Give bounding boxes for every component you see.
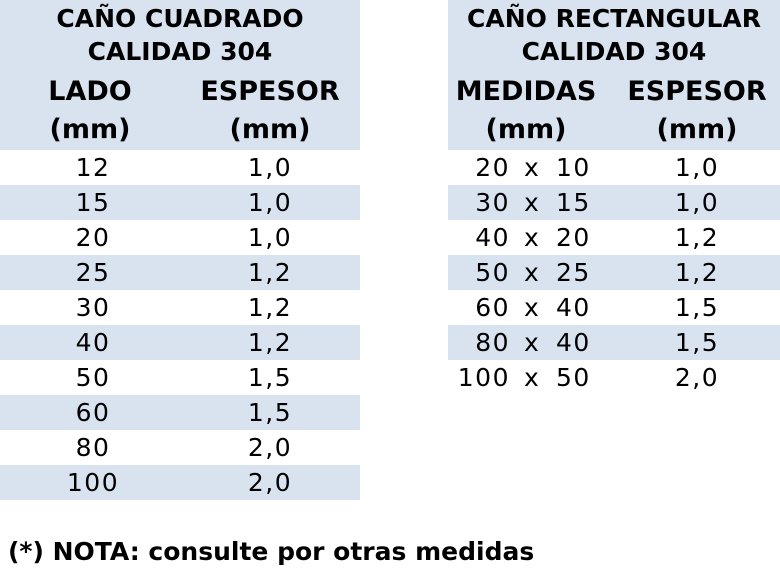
lado-cell: 15 bbox=[75, 188, 111, 217]
medida-a-cell: 50 bbox=[475, 258, 510, 287]
square-col-espesor-unit: (mm) bbox=[229, 114, 311, 145]
table-row: 100 2,0 bbox=[0, 465, 360, 500]
table-row: 20 x 10 1,0 bbox=[448, 150, 780, 185]
medida-a-cell: 20 bbox=[475, 153, 510, 182]
medida-a-cell: 100 bbox=[457, 363, 510, 392]
medida-x-cell: x bbox=[524, 258, 541, 287]
medida-a-cell: 40 bbox=[475, 223, 510, 252]
rectangular-table-header: CAÑO RECTANGULAR CALIDAD 304 MEDIDAS (mm… bbox=[448, 0, 780, 150]
medida-x-cell: x bbox=[524, 363, 541, 392]
medida-a-cell: 80 bbox=[475, 328, 510, 357]
lado-cell: 50 bbox=[75, 363, 111, 392]
espesor-cell: 1,0 bbox=[674, 153, 720, 182]
rectangular-title: CAÑO RECTANGULAR bbox=[467, 4, 761, 33]
table-row: 80 x 40 1,5 bbox=[448, 325, 780, 360]
lado-cell: 20 bbox=[75, 223, 111, 252]
medida-x-cell: x bbox=[524, 153, 541, 182]
espesor-cell: 2,0 bbox=[674, 363, 720, 392]
rect-col-espesor-header: ESPESOR bbox=[627, 76, 767, 107]
espesor-cell: 2,0 bbox=[247, 468, 293, 497]
table-row: 100 x 50 2,0 bbox=[448, 360, 780, 395]
square-table-body: 12 1,0 15 1,0 20 1,0 25 1,2 30 1,2 40 1,2 50 1,… bbox=[0, 150, 360, 500]
medida-b-cell: 10 bbox=[556, 153, 591, 182]
footnote: (*) NOTA: consulte por otras medidas bbox=[8, 537, 535, 566]
medida-x-cell: x bbox=[524, 223, 541, 252]
espesor-cell: 1,5 bbox=[674, 328, 720, 357]
table-row: 50 x 25 1,2 bbox=[448, 255, 780, 290]
table-row: 60 1,5 bbox=[0, 395, 360, 430]
espesor-cell: 1,5 bbox=[247, 363, 293, 392]
espesor-cell: 1,0 bbox=[247, 223, 293, 252]
table-row: 40 x 20 1,2 bbox=[448, 220, 780, 255]
rect-col-medidas-header: MEDIDAS bbox=[455, 76, 597, 107]
lado-cell: 60 bbox=[75, 398, 111, 427]
espesor-cell: 1,0 bbox=[674, 188, 720, 217]
table-row: 15 1,0 bbox=[0, 185, 360, 220]
espesor-cell: 1,2 bbox=[674, 258, 720, 287]
table-row: 12 1,0 bbox=[0, 150, 360, 185]
medida-x-cell: x bbox=[524, 293, 541, 322]
espesor-cell: 1,0 bbox=[247, 153, 293, 182]
espesor-cell: 1,5 bbox=[674, 293, 720, 322]
square-col-lado-unit: (mm) bbox=[49, 114, 131, 145]
medida-b-cell: 50 bbox=[556, 363, 591, 392]
lado-cell: 100 bbox=[66, 468, 120, 497]
espesor-cell: 2,0 bbox=[247, 433, 293, 462]
lado-cell: 25 bbox=[75, 258, 111, 287]
square-quality: CALIDAD 304 bbox=[87, 37, 273, 66]
espesor-cell: 1,2 bbox=[247, 258, 293, 287]
espesor-cell: 1,2 bbox=[674, 223, 720, 252]
medida-x-cell: x bbox=[524, 188, 541, 217]
square-col-lado-header: LADO bbox=[48, 76, 132, 107]
espesor-cell: 1,2 bbox=[247, 328, 293, 357]
rect-col-medidas-unit: (mm) bbox=[485, 114, 567, 145]
medida-b-cell: 40 bbox=[556, 328, 591, 357]
lado-cell: 80 bbox=[75, 433, 111, 462]
lado-cell: 40 bbox=[75, 328, 111, 357]
table-row: 30 x 15 1,0 bbox=[448, 185, 780, 220]
espesor-cell: 1,0 bbox=[247, 188, 293, 217]
table-row: 60 x 40 1,5 bbox=[448, 290, 780, 325]
square-table-header: CAÑO CUADRADO CALIDAD 304 LADO (mm) ESPE… bbox=[0, 0, 360, 150]
lado-cell: 12 bbox=[75, 153, 111, 182]
square-title: CAÑO CUADRADO bbox=[56, 4, 304, 33]
rect-col-espesor-unit: (mm) bbox=[656, 114, 738, 145]
table-row: 20 1,0 bbox=[0, 220, 360, 255]
table-row: 40 1,2 bbox=[0, 325, 360, 360]
table-row: 50 1,5 bbox=[0, 360, 360, 395]
table-row: 30 1,2 bbox=[0, 290, 360, 325]
medida-b-cell: 25 bbox=[556, 258, 591, 287]
rectangular-tube-table: CAÑO RECTANGULAR CALIDAD 304 MEDIDAS (mm… bbox=[448, 0, 780, 395]
square-tube-table: CAÑO CUADRADO CALIDAD 304 LADO (mm) ESPE… bbox=[0, 0, 360, 500]
medida-a-cell: 30 bbox=[475, 188, 510, 217]
table-row: 80 2,0 bbox=[0, 430, 360, 465]
lado-cell: 30 bbox=[75, 293, 111, 322]
espesor-cell: 1,5 bbox=[247, 398, 293, 427]
medida-b-cell: 15 bbox=[556, 188, 591, 217]
medida-b-cell: 40 bbox=[556, 293, 591, 322]
medida-x-cell: x bbox=[524, 328, 541, 357]
square-col-espesor-header: ESPESOR bbox=[200, 76, 340, 107]
rectangular-quality: CALIDAD 304 bbox=[521, 37, 707, 66]
medida-b-cell: 20 bbox=[556, 223, 591, 252]
espesor-cell: 1,2 bbox=[247, 293, 293, 322]
rectangular-table-body: 20 x 10 1,0 30 x 15 1,0 40 x 20 1,2 50 x 25 1,2 60 x 4… bbox=[448, 150, 780, 395]
medida-a-cell: 60 bbox=[475, 293, 510, 322]
table-row: 25 1,2 bbox=[0, 255, 360, 290]
